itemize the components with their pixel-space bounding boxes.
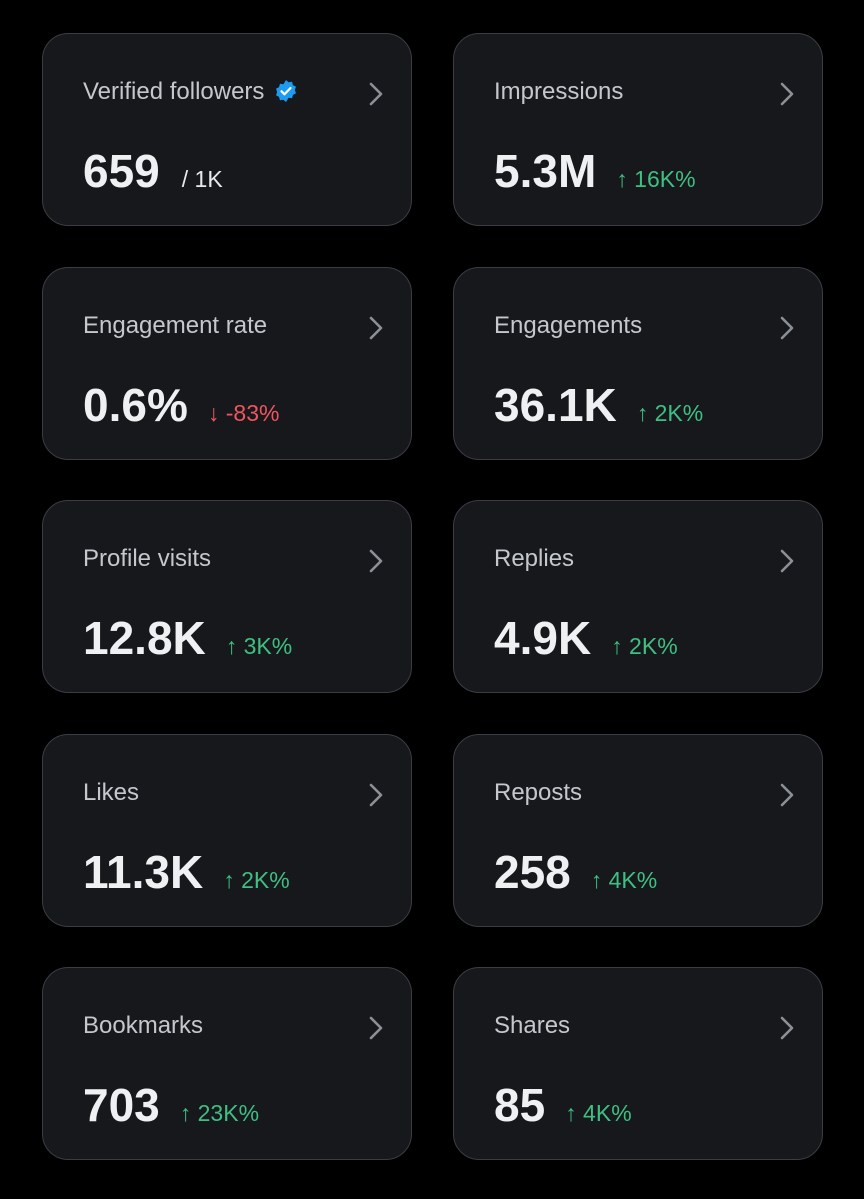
metric-change: ↑ 2K% bbox=[611, 633, 678, 659]
metric-value: 11.3K bbox=[83, 845, 204, 898]
chevron-icon[interactable] bbox=[365, 80, 387, 108]
metric-card[interactable]: Shares 85 ↑ 4K% bbox=[453, 967, 823, 1160]
metric-change: ↑ 16K% bbox=[616, 166, 696, 192]
metric-change: ↑ 2K% bbox=[636, 399, 704, 426]
metric-card[interactable]: Profile visits 12.8K ↑ 3K% bbox=[42, 500, 412, 693]
chevron-icon[interactable] bbox=[365, 314, 387, 342]
metric-change: ↑ 4K% bbox=[590, 866, 658, 893]
chevron-icon[interactable] bbox=[776, 781, 798, 809]
metric-value: 0.6% bbox=[83, 378, 188, 431]
metric-value: 12.8K bbox=[83, 612, 206, 664]
card-title: Replies bbox=[494, 545, 575, 572]
metric-card[interactable]: Bookmarks 703 ↑ 23K% bbox=[42, 967, 412, 1160]
chevron-icon[interactable] bbox=[776, 314, 798, 342]
chevron-icon[interactable] bbox=[776, 547, 798, 575]
card-title: Engagement rate bbox=[83, 311, 268, 339]
value-row: 36.1K ↑ 2K% bbox=[494, 378, 703, 432]
chevron-icon[interactable] bbox=[776, 1014, 798, 1042]
value-row: 258 ↑ 4K% bbox=[494, 845, 657, 899]
metric-change: ↑ 2K% bbox=[223, 866, 290, 893]
metric-card[interactable]: Replies 4.9K ↑ 2K% bbox=[453, 500, 823, 693]
chevron-icon[interactable] bbox=[776, 80, 798, 108]
verified-badge bbox=[276, 80, 297, 102]
metric-value: 703 bbox=[83, 1079, 160, 1131]
metric-value: 5.3M bbox=[494, 145, 597, 197]
metric-change: ↑ 23K% bbox=[179, 1100, 260, 1126]
card-title: Shares bbox=[494, 1012, 571, 1039]
metric-card[interactable]: Likes 11.3K ↑ 2K% bbox=[42, 733, 412, 927]
value-row: 85 ↑ 4K% bbox=[494, 1078, 632, 1132]
metric-value: 36.1K bbox=[494, 378, 617, 431]
metric-value: 659 bbox=[83, 145, 160, 197]
metric-value: 258 bbox=[494, 845, 571, 898]
metric-card[interactable]: Engagement rate 0.6% ↓ -83% bbox=[42, 266, 412, 460]
value-row: 659 / 1K bbox=[83, 144, 223, 198]
metric-change: ↑ 4K% bbox=[565, 1100, 632, 1126]
metric-card[interactable]: Reposts 258 ↑ 4K% bbox=[453, 733, 823, 927]
value-row: 0.6% ↓ -83% bbox=[83, 378, 279, 432]
card-title: Engagements bbox=[494, 311, 643, 339]
card-title: Verified followers bbox=[83, 78, 298, 106]
value-row: 703 ↑ 23K% bbox=[83, 1078, 259, 1132]
chevron-icon[interactable] bbox=[365, 781, 387, 809]
metric-value: 85 bbox=[494, 1079, 546, 1131]
card-title: Reposts bbox=[494, 778, 583, 806]
metric-suffix: / 1K bbox=[181, 166, 223, 192]
value-row: 4.9K ↑ 2K% bbox=[494, 611, 678, 665]
value-row: 5.3M ↑ 16K% bbox=[494, 144, 696, 198]
value-row: 12.8K ↑ 3K% bbox=[83, 611, 292, 665]
metric-card[interactable]: Verified followers 659 / 1K bbox=[42, 33, 412, 226]
card-title: Likes bbox=[83, 778, 140, 806]
card-title: Impressions bbox=[494, 78, 624, 105]
metric-card[interactable]: Impressions 5.3M ↑ 16K% bbox=[453, 33, 823, 226]
metric-change: ↑ 3K% bbox=[225, 633, 293, 659]
metric-change: ↓ -83% bbox=[207, 399, 280, 426]
chevron-icon[interactable] bbox=[365, 547, 387, 575]
card-title: Profile visits bbox=[83, 545, 212, 572]
chevron-icon[interactable] bbox=[365, 1014, 387, 1042]
metric-value: 4.9K bbox=[494, 612, 592, 664]
card-title: Bookmarks bbox=[83, 1012, 204, 1039]
value-row: 11.3K ↑ 2K% bbox=[83, 845, 290, 899]
metric-card[interactable]: Engagements 36.1K ↑ 2K% bbox=[453, 266, 823, 460]
